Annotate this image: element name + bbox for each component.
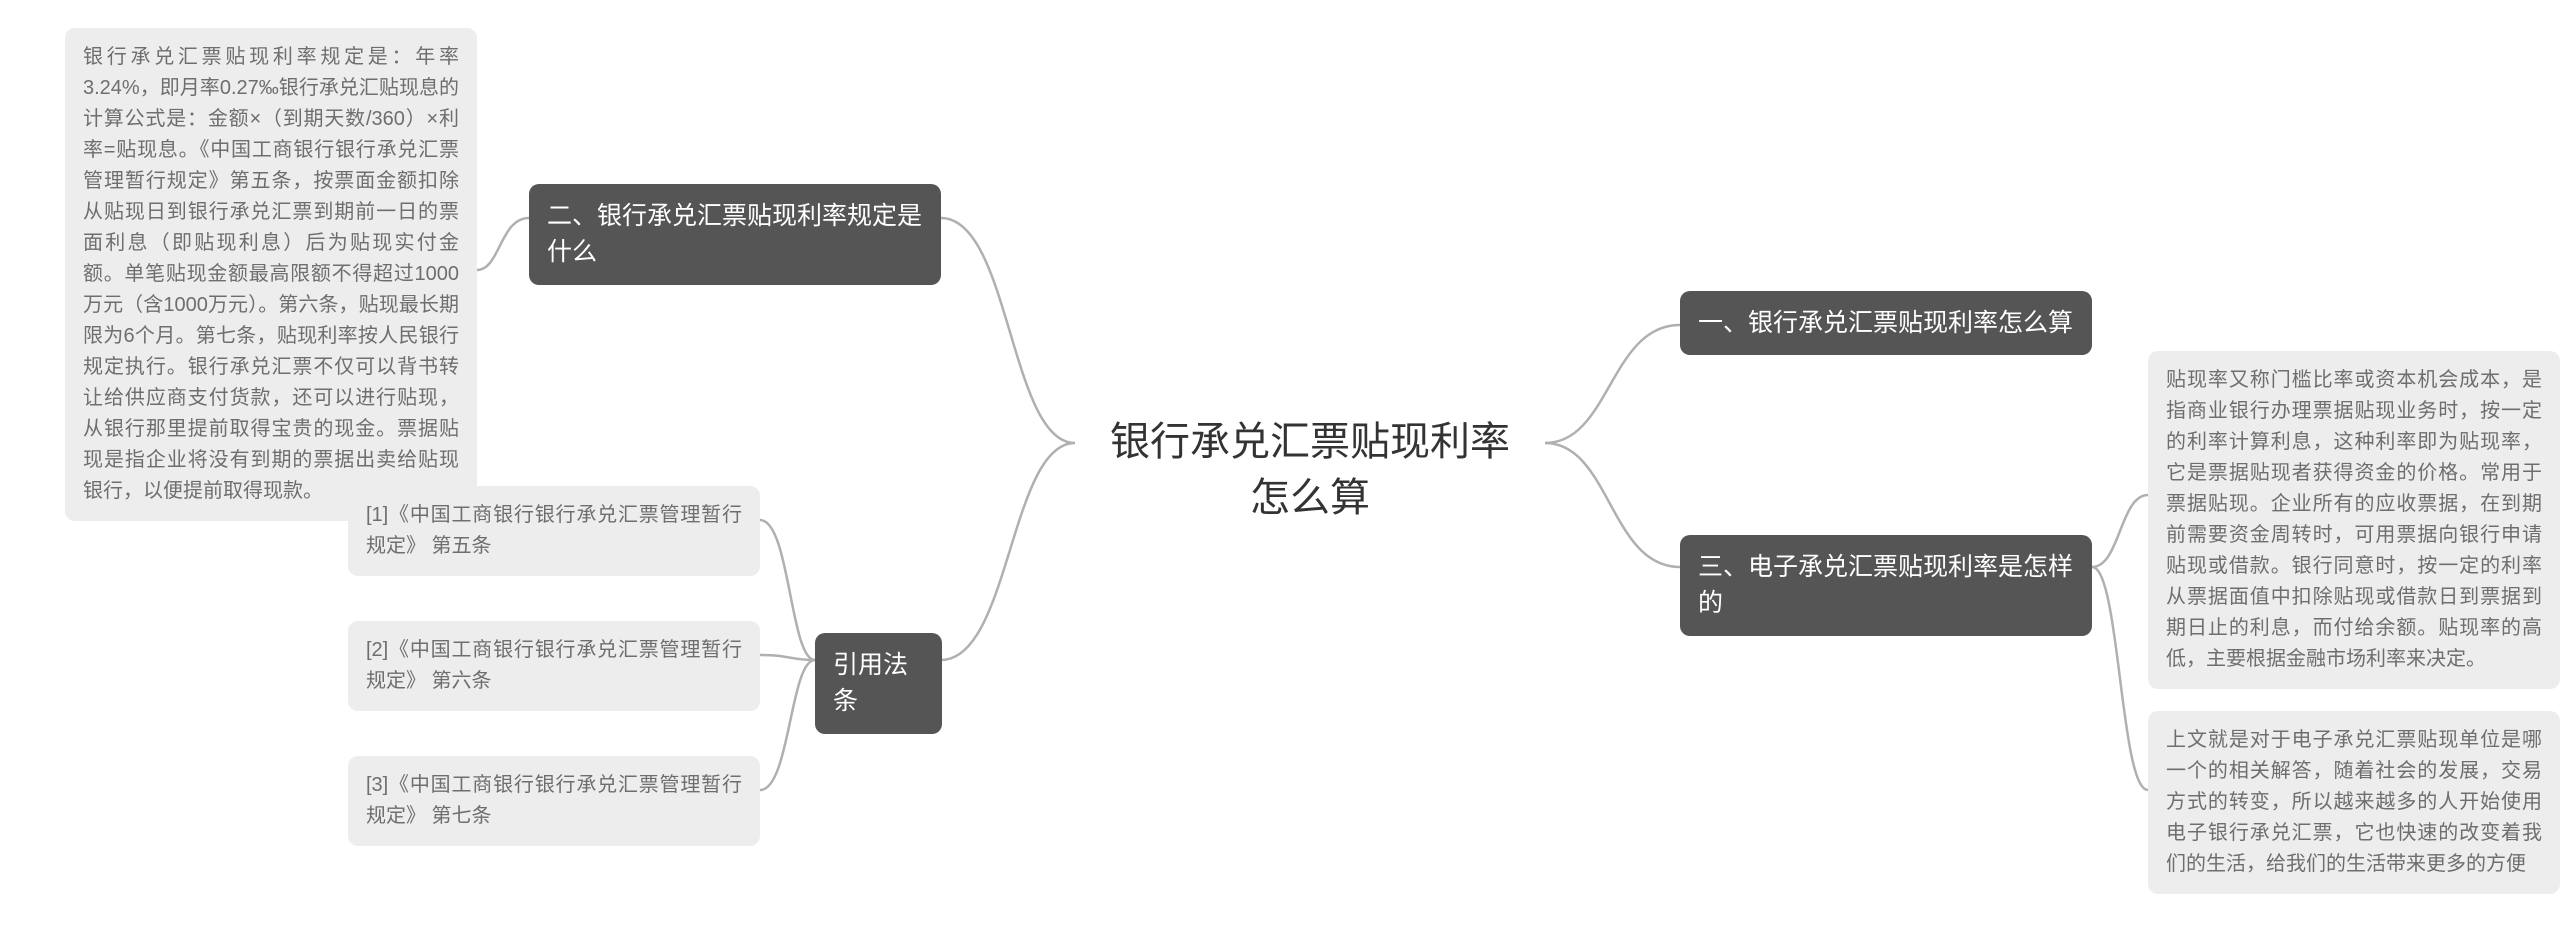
branch-l1[interactable]: 二、银行承兑汇票贴现利率规定是什么 — [529, 184, 941, 285]
branch-l2-label: 引用法条 — [833, 651, 908, 715]
branch-r2-label: 三、电子承兑汇票贴现利率是怎样的 — [1698, 553, 2073, 617]
center-label: 银行承兑汇票贴现利率怎么算 — [1110, 420, 1510, 520]
leaf-r2-0-text: 贴现率又称门槛比率或资本机会成本，是指商业银行办理票据贴现业务时，按一定的利率计… — [2166, 369, 2542, 670]
leaf-l1-0: 银行承兑汇票贴现利率规定是：年率3.24%，即月率0.27‰银行承兑汇贴现息的计… — [65, 28, 477, 521]
leaf-l2-0: [1]《中国工商银行银行承兑汇票管理暂行规定》 第五条 — [348, 486, 760, 576]
leaf-l2-2: [3]《中国工商银行银行承兑汇票管理暂行规定》 第七条 — [348, 756, 760, 846]
branch-r1[interactable]: 一、银行承兑汇票贴现利率怎么算 — [1680, 291, 2092, 355]
leaf-l2-1-text: [2]《中国工商银行银行承兑汇票管理暂行规定》 第六条 — [366, 639, 742, 692]
leaf-l2-0-text: [1]《中国工商银行银行承兑汇票管理暂行规定》 第五条 — [366, 504, 742, 557]
branch-l2[interactable]: 引用法条 — [815, 633, 942, 734]
leaf-l2-1: [2]《中国工商银行银行承兑汇票管理暂行规定》 第六条 — [348, 621, 760, 711]
leaf-r2-0: 贴现率又称门槛比率或资本机会成本，是指商业银行办理票据贴现业务时，按一定的利率计… — [2148, 351, 2560, 689]
branch-r1-label: 一、银行承兑汇票贴现利率怎么算 — [1698, 309, 2073, 337]
center-node: 银行承兑汇票贴现利率怎么算 — [1075, 400, 1545, 540]
leaf-l2-2-text: [3]《中国工商银行银行承兑汇票管理暂行规定》 第七条 — [366, 774, 742, 827]
leaf-r2-1: 上文就是对于电子承兑汇票贴现单位是哪一个的相关解答，随着社会的发展，交易方式的转… — [2148, 711, 2560, 894]
branch-r2[interactable]: 三、电子承兑汇票贴现利率是怎样的 — [1680, 535, 2092, 636]
leaf-l1-0-text: 银行承兑汇票贴现利率规定是：年率3.24%，即月率0.27‰银行承兑汇贴现息的计… — [83, 46, 459, 502]
leaf-r2-1-text: 上文就是对于电子承兑汇票贴现单位是哪一个的相关解答，随着社会的发展，交易方式的转… — [2166, 729, 2542, 875]
branch-l1-label: 二、银行承兑汇票贴现利率规定是什么 — [547, 202, 922, 266]
